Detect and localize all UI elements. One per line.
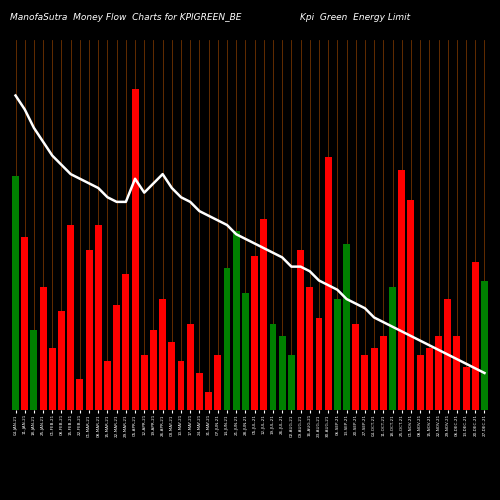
Bar [260, 219, 267, 410]
Bar [122, 274, 130, 410]
Bar [408, 200, 414, 410]
Bar [141, 354, 148, 410]
Bar [435, 336, 442, 410]
Text: ManofaSutra  Money Flow  Charts for KPIGREEN_BE: ManofaSutra Money Flow Charts for KPIGRE… [10, 12, 241, 22]
Bar [196, 373, 203, 410]
Bar [270, 324, 276, 410]
Bar [214, 354, 222, 410]
Bar [178, 360, 184, 410]
Bar [288, 354, 295, 410]
Bar [462, 367, 469, 410]
Bar [370, 348, 378, 410]
Bar [224, 268, 230, 410]
Bar [297, 250, 304, 410]
Bar [362, 354, 368, 410]
Bar [343, 244, 350, 410]
Bar [132, 90, 138, 410]
Bar [481, 280, 488, 410]
Bar [416, 354, 424, 410]
Bar [380, 336, 387, 410]
Bar [324, 157, 332, 410]
Bar [22, 238, 28, 410]
Bar [278, 336, 285, 410]
Bar [306, 286, 313, 410]
Bar [454, 336, 460, 410]
Bar [389, 286, 396, 410]
Bar [40, 286, 46, 410]
Bar [316, 318, 322, 410]
Bar [444, 299, 451, 410]
Bar [205, 392, 212, 410]
Bar [49, 348, 56, 410]
Text: Kpi  Green  Energy Limit: Kpi Green Energy Limit [300, 12, 410, 22]
Bar [113, 305, 120, 410]
Bar [76, 379, 84, 410]
Bar [251, 256, 258, 410]
Bar [159, 299, 166, 410]
Bar [352, 324, 359, 410]
Bar [168, 342, 175, 410]
Bar [12, 176, 19, 410]
Bar [187, 324, 194, 410]
Bar [67, 225, 74, 410]
Bar [242, 293, 249, 410]
Bar [30, 330, 38, 410]
Bar [150, 330, 157, 410]
Bar [58, 312, 65, 410]
Bar [398, 170, 405, 410]
Bar [426, 348, 433, 410]
Bar [472, 262, 478, 410]
Bar [334, 299, 341, 410]
Bar [233, 231, 239, 410]
Bar [104, 360, 111, 410]
Bar [86, 250, 92, 410]
Bar [95, 225, 102, 410]
